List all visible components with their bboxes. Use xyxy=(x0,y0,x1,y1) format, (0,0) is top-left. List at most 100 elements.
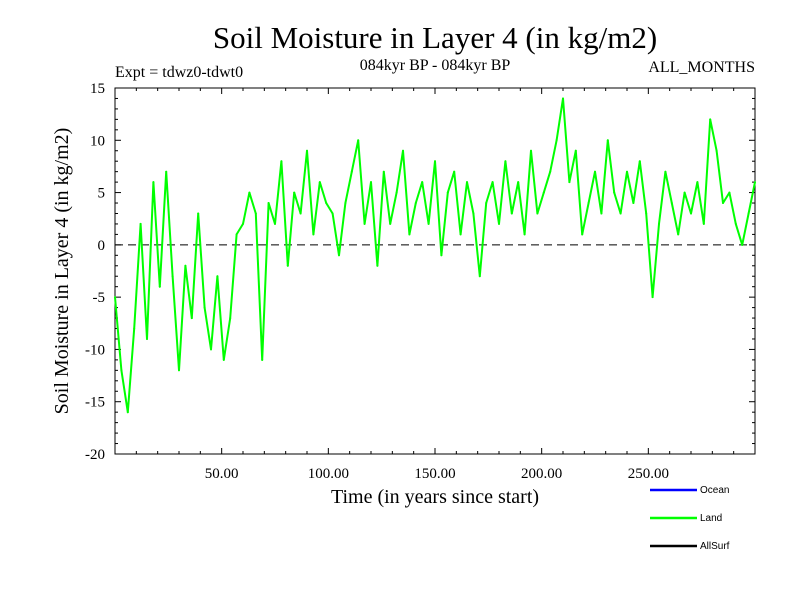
data-point-land xyxy=(491,181,494,184)
y-tick-label: -20 xyxy=(85,447,105,463)
data-point-land xyxy=(165,170,168,173)
data-point-land xyxy=(747,212,750,215)
data-point-land xyxy=(555,139,558,142)
data-point-land xyxy=(504,160,507,163)
legend-label-allsurf: AllSurf xyxy=(700,541,730,552)
legend: Ocean Land AllSurf xyxy=(650,485,730,552)
y-axis-label: Soil Moisture in Layer 4 (in kg/m2) xyxy=(51,128,73,415)
data-point-land xyxy=(344,202,347,204)
data-point-land xyxy=(677,233,680,236)
data-point-land xyxy=(389,222,392,225)
period-label: 084kyr BP - 084kyr BP xyxy=(360,57,511,74)
data-point-land xyxy=(133,327,136,330)
data-point-land xyxy=(434,160,436,163)
data-point-land xyxy=(587,202,590,204)
data-point-land xyxy=(146,338,148,340)
data-point-land xyxy=(171,275,174,278)
data-point-land xyxy=(120,369,123,372)
y-tick-label: -10 xyxy=(85,342,105,358)
data-point-land xyxy=(222,358,225,361)
data-point-land xyxy=(574,149,577,152)
data-point-land xyxy=(581,233,584,236)
data-point-land xyxy=(530,149,532,152)
data-point-land xyxy=(114,296,116,299)
data-point-land xyxy=(229,317,232,320)
data-point-land xyxy=(402,149,404,152)
data-point-land xyxy=(299,212,302,215)
data-point-land xyxy=(715,149,718,152)
data-point-land xyxy=(638,160,641,163)
data-point-land xyxy=(658,222,660,225)
data-point-land xyxy=(568,181,571,184)
y-tick-label: 15 xyxy=(90,81,105,97)
legend-label-ocean: Ocean xyxy=(700,485,729,496)
data-point-land xyxy=(261,358,264,361)
data-point-land xyxy=(485,202,488,204)
data-point-land xyxy=(376,264,379,267)
data-point-land xyxy=(696,181,699,184)
data-point-land xyxy=(632,202,635,204)
data-point-land xyxy=(395,191,398,194)
data-point-land xyxy=(248,191,251,194)
data-point-land xyxy=(210,348,212,351)
data-point-land xyxy=(606,139,609,142)
data-point-land xyxy=(427,222,430,225)
data-point-land xyxy=(626,170,628,173)
data-point-land xyxy=(421,181,424,184)
data-point-land xyxy=(235,233,238,236)
data-point-land xyxy=(312,233,315,236)
data-point-land xyxy=(690,212,692,215)
data-point-land xyxy=(126,411,129,414)
data-point-land xyxy=(254,212,257,215)
data-point-land xyxy=(594,170,596,173)
data-point-land xyxy=(158,285,161,288)
data-point-land xyxy=(318,181,321,184)
data-point-land xyxy=(478,275,481,278)
x-tick-label: 200.00 xyxy=(521,466,562,482)
data-point-land xyxy=(542,191,545,194)
data-point-land xyxy=(408,233,411,236)
x-axis-label: Time (in years since start) xyxy=(331,486,539,508)
y-tick-label: -5 xyxy=(93,290,106,306)
data-point-land xyxy=(152,181,155,184)
chart-title: Soil Moisture in Layer 4 (in kg/m2) xyxy=(213,20,657,55)
data-point-land xyxy=(536,212,539,215)
data-point-land xyxy=(613,191,616,194)
data-point-land xyxy=(683,191,686,194)
data-point-land xyxy=(382,170,385,173)
y-tick-label: -15 xyxy=(85,395,105,411)
data-point-land xyxy=(664,170,667,173)
data-point-land xyxy=(728,191,731,194)
data-point-land xyxy=(325,202,328,204)
data-point-land xyxy=(472,212,475,215)
data-point-land xyxy=(280,160,283,163)
x-tick-label: 150.00 xyxy=(414,466,455,482)
data-point-land xyxy=(459,233,462,236)
data-point-land xyxy=(619,212,622,215)
x-tick-label: 50.00 xyxy=(205,466,239,482)
series-line-land xyxy=(114,97,756,414)
data-point-land xyxy=(306,149,308,152)
data-point-land xyxy=(203,306,206,309)
x-tick-label: 100.00 xyxy=(308,466,349,482)
data-point-land xyxy=(293,191,296,194)
data-point-land xyxy=(562,97,564,100)
data-point-land xyxy=(709,118,712,121)
data-point-land xyxy=(184,264,187,267)
axis-ticks: -20 -15 -10 -5 0 5 10 15 50.00 100.00 150.00 200.00… xyxy=(85,81,755,482)
x-tick-label: 250.00 xyxy=(628,466,669,482)
data-point-land xyxy=(517,181,520,184)
data-point-land xyxy=(139,222,142,225)
data-point-land xyxy=(754,181,756,184)
experiment-label: Expt = tdwz0-tdwt0 xyxy=(115,64,243,81)
data-point-land xyxy=(734,222,737,225)
data-point-land xyxy=(466,181,468,184)
data-point-land xyxy=(440,254,443,257)
data-point-land xyxy=(197,212,200,215)
data-point-land xyxy=(338,254,340,257)
data-point-land xyxy=(498,222,500,225)
data-point-land xyxy=(645,212,648,215)
data-point-land xyxy=(453,170,456,173)
legend-label-land: Land xyxy=(700,513,722,524)
